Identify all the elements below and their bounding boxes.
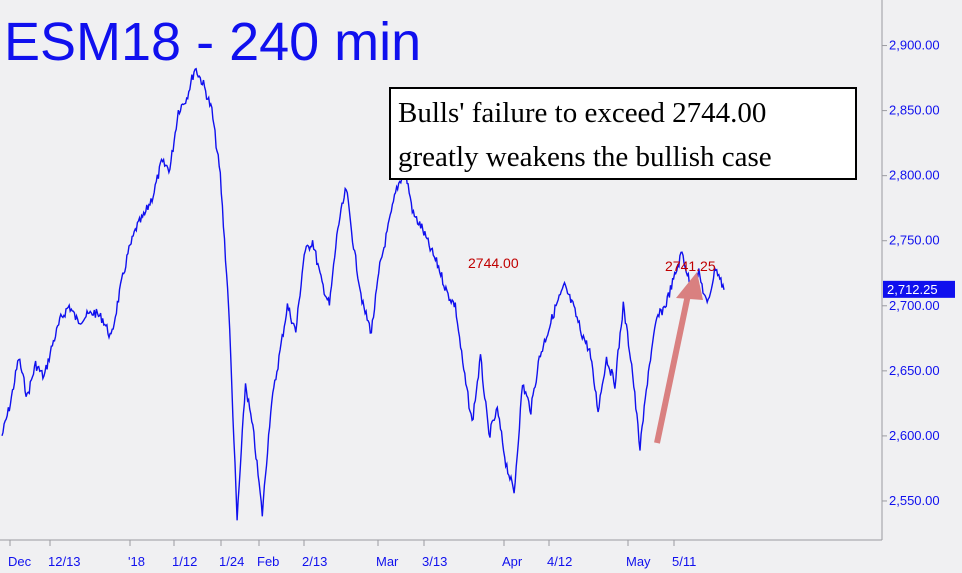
x-tick-label: Mar <box>376 554 399 569</box>
x-tick-label: 4/12 <box>547 554 572 569</box>
x-tick-label: 12/13 <box>48 554 81 569</box>
x-tick-label: '18 <box>128 554 145 569</box>
x-tick-label: 1/12 <box>172 554 197 569</box>
trend-arrow <box>654 272 703 444</box>
y-tick-label: 2,650.00 <box>889 363 940 378</box>
y-tick-label: 2,800.00 <box>889 168 940 183</box>
price-line <box>1 67 725 521</box>
x-tick-label: Apr <box>502 554 523 569</box>
annotation-2741: 2741.25 <box>665 258 716 274</box>
arrow-head <box>676 272 703 300</box>
y-tick-label: 2,900.00 <box>889 38 940 53</box>
x-tick-label: 2/13 <box>302 554 327 569</box>
x-tick-label: 5/11 <box>672 554 696 569</box>
last-price-badge: 2,712.25 <box>883 280 955 298</box>
x-tick-label: 1/24 <box>219 554 244 569</box>
x-tick-label: May <box>626 554 651 569</box>
note-box <box>389 87 857 180</box>
x-tick-label: 3/13 <box>422 554 447 569</box>
y-tick-label: 2,750.00 <box>889 233 940 248</box>
y-tick-label: 2,600.00 <box>889 428 940 443</box>
chart-title: ESM18 - 240 min <box>4 12 421 72</box>
x-tick-label: Dec <box>8 554 32 569</box>
last-price-badge-bg <box>883 280 955 298</box>
last-price-label: 2,712.25 <box>887 282 938 297</box>
y-tick-label: 2,550.00 <box>889 493 940 508</box>
y-axis-ticks: 2,550.00 2,600.00 2,650.00 2,700.00 2,750.00… <box>882 38 940 508</box>
x-axis-ticks: Dec 12/13 '18 1/12 1/24 Feb 2/13 Mar 3/13 Apr 4/12… <box>8 540 696 569</box>
y-tick-label: 2,700.00 <box>889 298 940 313</box>
note-line-2: greatly weakens the bullish case <box>398 141 772 173</box>
x-tick-label: Feb <box>257 554 279 569</box>
price-series <box>1 67 725 521</box>
annotation-2744: 2744.00 <box>468 255 519 271</box>
note-line-1: Bulls' failure to exceed 2744.00 <box>398 97 766 129</box>
arrow-shaft <box>654 289 692 444</box>
y-tick-label: 2,850.00 <box>889 103 940 118</box>
